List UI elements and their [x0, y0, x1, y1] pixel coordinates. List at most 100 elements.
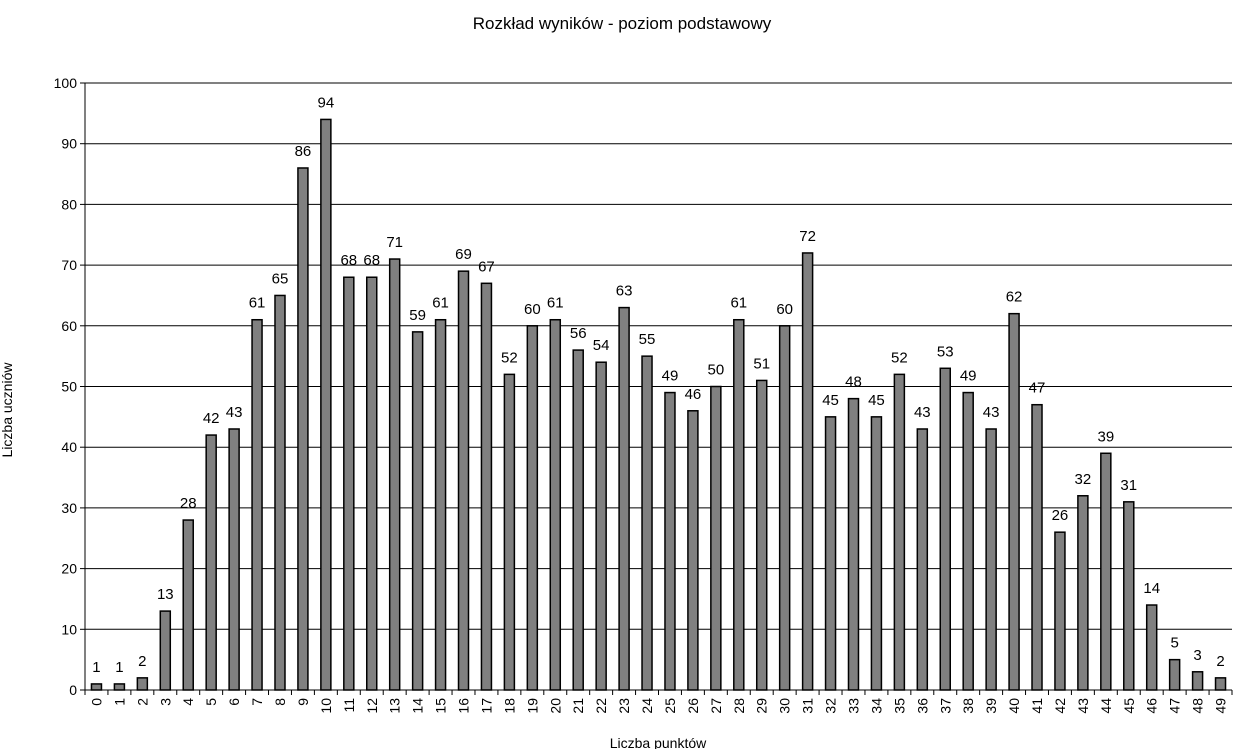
x-tick-label: 4: [180, 698, 196, 706]
bars: [90, 118, 1227, 691]
bar: [526, 325, 539, 691]
data-label: 3: [1193, 647, 1201, 664]
bar: [1100, 452, 1112, 691]
x-tick-label: 10: [318, 698, 334, 714]
bar: [320, 118, 332, 691]
x-tick-label: 36: [914, 698, 930, 714]
bar: [1054, 531, 1066, 691]
x-tick-label: 19: [524, 698, 540, 714]
bar: [1031, 403, 1043, 691]
data-label: 14: [1143, 580, 1160, 597]
x-tick-label: 13: [387, 698, 403, 714]
x-tick-label: 15: [433, 698, 449, 714]
bar: [801, 252, 814, 691]
x-tick-label: 45: [1121, 698, 1137, 714]
bar: [1008, 312, 1020, 691]
bar: [618, 306, 630, 691]
data-label: 61: [249, 295, 266, 312]
data-label: 47: [1029, 380, 1046, 397]
x-tick-label: 5: [203, 698, 219, 706]
x-tick-label: 29: [754, 698, 770, 714]
bar: [366, 276, 378, 691]
x-tick-label: 11: [341, 698, 357, 713]
data-label: 1: [92, 659, 100, 676]
data-label: 59: [409, 307, 426, 324]
x-tick-label: 33: [845, 698, 861, 714]
y-tick-label: 50: [61, 379, 77, 395]
data-label: 94: [318, 94, 335, 111]
x-tick-label: 8: [272, 698, 288, 706]
x-tick-label: 1: [111, 698, 127, 706]
data-label: 43: [226, 404, 243, 421]
y-tick-labels: 0 10 20 30 40 50 60 70 80 90 100: [54, 75, 78, 698]
y-tick-label: 20: [61, 561, 77, 577]
bar: [847, 397, 860, 691]
data-label: 32: [1075, 471, 1092, 488]
x-tick-label: 48: [1190, 698, 1206, 714]
y-tick-label: 0: [69, 682, 77, 698]
data-label: 46: [685, 386, 702, 403]
bar: [274, 294, 286, 691]
data-label: 50: [708, 362, 725, 379]
bar: [90, 683, 103, 691]
data-label: 63: [616, 283, 633, 300]
y-axis-title: Liczba uczniów: [0, 362, 15, 458]
data-label: 62: [1006, 289, 1023, 306]
x-tick-label: 32: [823, 698, 839, 714]
x-tick-label: 42: [1052, 698, 1068, 714]
data-label: 51: [753, 355, 770, 372]
x-tick-label: 37: [937, 698, 953, 714]
x-tick-label: 22: [593, 698, 609, 714]
data-label: 49: [662, 368, 679, 385]
x-tick-label: 2: [134, 698, 150, 706]
x-tick-label: 14: [410, 698, 426, 714]
data-label: 5: [1170, 635, 1178, 652]
x-tick-label: 46: [1144, 698, 1160, 714]
bar: [687, 410, 699, 691]
data-label: 49: [960, 368, 977, 385]
bar: [916, 428, 929, 691]
data-label: 55: [639, 331, 656, 348]
data-label: 68: [340, 252, 357, 269]
x-tick-label: 44: [1098, 698, 1114, 714]
x-tick-label: 25: [662, 698, 678, 714]
x-tick-label: 21: [570, 698, 586, 714]
data-label: 53: [937, 343, 954, 360]
bar: [205, 434, 217, 691]
x-tick-label: 35: [891, 698, 907, 714]
data-label: 13: [157, 586, 174, 603]
data-label: 61: [730, 295, 747, 312]
bar: [343, 276, 355, 691]
bar: [503, 373, 516, 691]
chart-title: Rozkład wyników - poziom podstawowy: [473, 14, 772, 33]
data-label: 56: [570, 325, 587, 342]
x-tick-label: 6: [226, 698, 242, 706]
x-tick-label: 30: [777, 698, 793, 714]
y-tick-label: 60: [61, 318, 77, 334]
x-tick-label: 27: [708, 698, 724, 714]
y-tick-label: 40: [61, 439, 77, 455]
data-label: 52: [501, 349, 518, 366]
x-tick-label: 12: [364, 698, 380, 714]
data-label: 61: [432, 295, 449, 312]
data-label: 54: [593, 337, 610, 354]
bar: [595, 361, 607, 691]
data-label: 68: [363, 252, 380, 269]
bar: [251, 318, 263, 691]
bar: [388, 258, 401, 691]
x-tick-labels: 0 1 2 3 4 5 6 7 8 9 10 11 12 13 14 15 16 17 18 19 20 21 22 23 24…: [88, 698, 1228, 714]
x-tick-label: 16: [456, 698, 472, 714]
data-label: 86: [295, 143, 312, 160]
bar: [434, 318, 447, 691]
x-tick-label: 18: [501, 698, 517, 714]
data-label: 45: [822, 392, 839, 409]
data-label: 71: [386, 234, 403, 251]
data-label: 42: [203, 410, 220, 427]
x-tick-label: 9: [295, 698, 311, 706]
bar: [457, 270, 470, 691]
bar: [480, 282, 493, 691]
bar: [778, 325, 791, 691]
data-label: 60: [524, 301, 541, 318]
